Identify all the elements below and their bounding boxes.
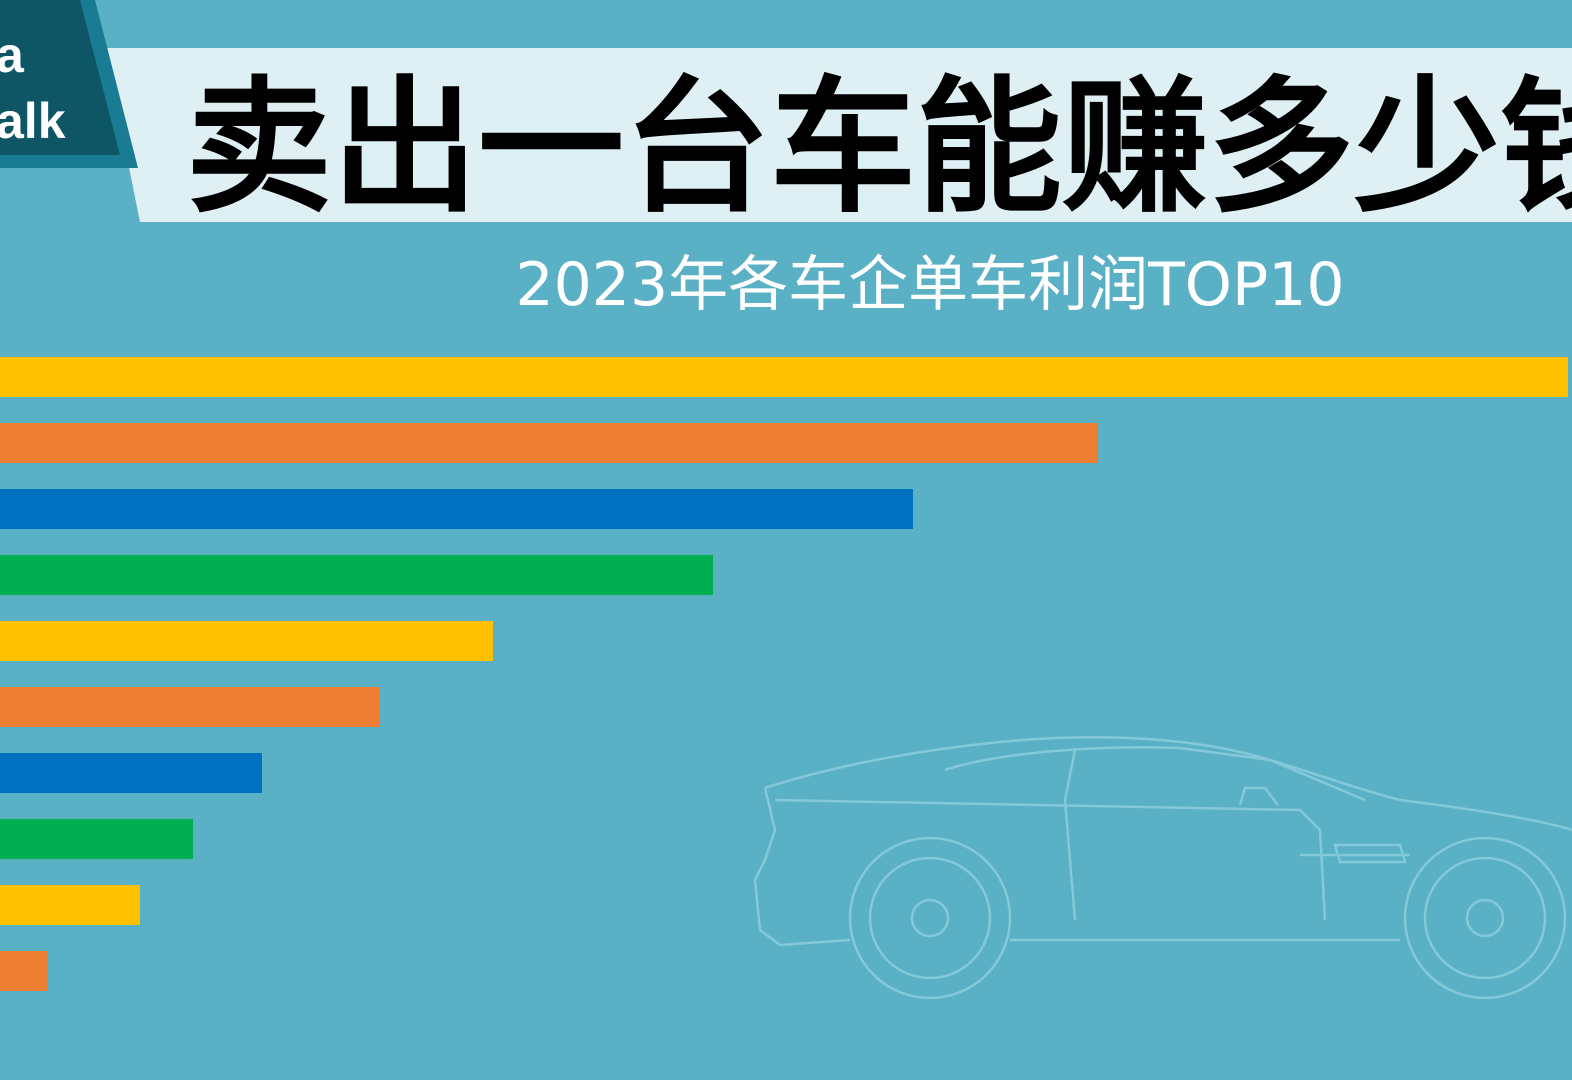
title-banner (105, 48, 1572, 222)
bar (0, 555, 713, 595)
logo-text: a (0, 27, 25, 83)
bars (0, 357, 1568, 991)
bar (0, 951, 47, 991)
bar (0, 423, 1098, 463)
chart-subtitle: 2023年各车企单车利润TOP10 (515, 250, 1344, 320)
bar (0, 489, 913, 529)
chart-title: 卖出一台车能赚多少钱 (186, 63, 1572, 233)
logo-text: alk (0, 93, 66, 149)
bar (0, 687, 380, 727)
bar (0, 621, 493, 661)
bar (0, 357, 1568, 397)
car-outline (753, 736, 1572, 1000)
bar (0, 885, 140, 925)
bar (0, 819, 193, 859)
bar (0, 753, 262, 793)
logo-box (0, 0, 120, 155)
